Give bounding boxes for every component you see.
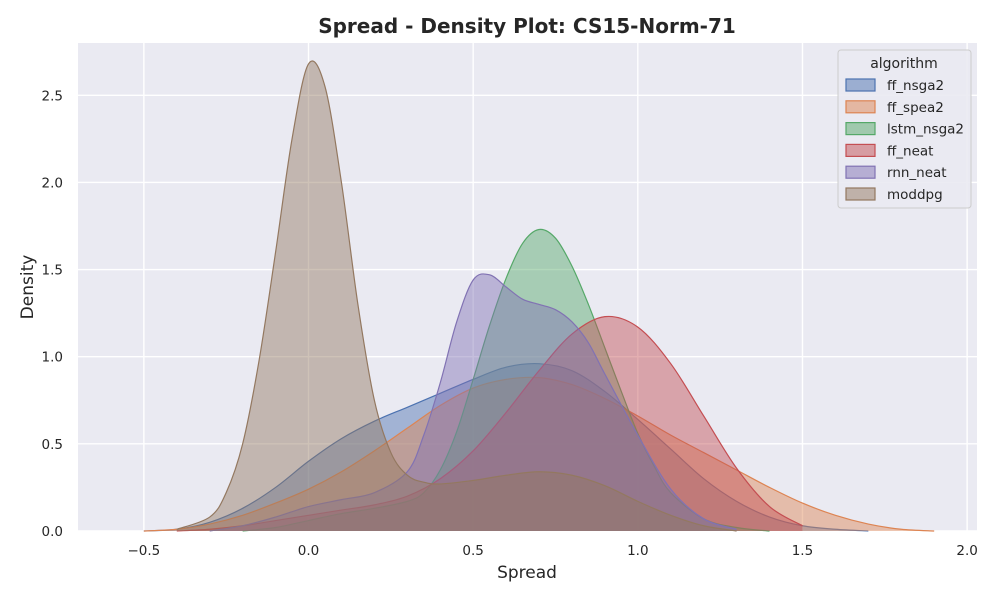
density-area-ff-nsga2 — [143, 363, 869, 531]
y-tick-label: 1.5 — [42, 263, 63, 279]
x-tick-label: 1.5 — [792, 543, 813, 559]
tick-labels: −0.5 0.0 0.5 1.0 1.5 2.0 0.0 0.5 1.0 1.5 2.0 2.5 — [42, 88, 978, 559]
density-line-lstm-nsga2 — [242, 228, 770, 532]
legend-swatch — [845, 78, 876, 92]
legend-swatch — [845, 143, 876, 157]
density-line-ff-spea2 — [143, 376, 935, 532]
y-tick-label: 2.5 — [42, 88, 63, 104]
density-area-lstm-nsga2 — [242, 229, 770, 532]
x-tick-label: 2.0 — [956, 543, 977, 559]
x-axis-label: Spread — [497, 563, 557, 583]
x-tick-label: −0.5 — [127, 543, 160, 559]
density-area-ff-neat — [176, 316, 803, 531]
density-area-moddpg — [176, 60, 737, 532]
x-tick-label: 0.5 — [462, 543, 483, 559]
legend-label: moddpg — [887, 187, 943, 203]
density-area-ff-spea2 — [143, 377, 935, 531]
legend-label: lstm_nsga2 — [887, 122, 964, 138]
density-line-ff-nsga2 — [143, 362, 869, 532]
legend-label: ff_neat — [887, 143, 933, 159]
density-line-moddpg — [176, 60, 737, 532]
legend-label: rnn_neat — [887, 165, 947, 181]
density-line-rnn-neat — [209, 273, 737, 532]
legend-title: algorithm — [870, 56, 938, 72]
y-tick-label: 0.5 — [42, 437, 63, 453]
plot-background — [78, 43, 977, 531]
y-tick-label: 1.0 — [42, 350, 63, 366]
y-tick-label: 0.0 — [42, 524, 63, 540]
x-tick-label: 0.0 — [298, 543, 319, 559]
grid — [78, 43, 977, 532]
y-axis-label: Density — [18, 255, 38, 320]
legend-label: ff_spea2 — [887, 100, 944, 116]
density-line-ff-neat — [176, 315, 803, 532]
chart-title: Spread - Density Plot: CS15-Norm-71 — [318, 14, 736, 38]
legend: algorithm ff_nsga2ff_spea2lstm_nsga2ff_n… — [837, 49, 972, 209]
x-tick-label: 1.0 — [627, 543, 648, 559]
density-area-rnn-neat — [209, 273, 737, 531]
density-areas — [143, 60, 935, 532]
legend-swatch — [845, 187, 876, 201]
legend-label: ff_nsga2 — [887, 78, 944, 94]
y-tick-label: 2.0 — [42, 175, 63, 191]
legend-swatch — [845, 121, 876, 136]
legend-swatch — [845, 100, 876, 114]
legend-items: ff_nsga2 ff_spea2 lstm_nsga2 ff_neat rnn_nea… — [845, 78, 964, 203]
legend-swatch — [845, 165, 876, 179]
